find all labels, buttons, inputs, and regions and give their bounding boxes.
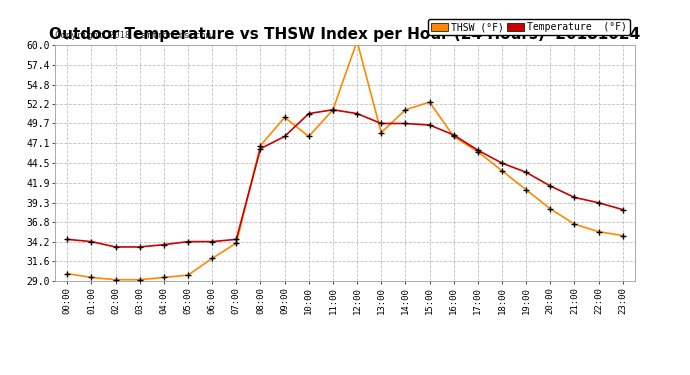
Legend: THSW (°F), Temperature  (°F): THSW (°F), Temperature (°F) (428, 19, 630, 35)
Title: Outdoor Temperature vs THSW Index per Hour (24 Hours)  20181024: Outdoor Temperature vs THSW Index per Ho… (50, 27, 640, 42)
Text: Copyright 2018 Cartronics.com: Copyright 2018 Cartronics.com (55, 31, 211, 40)
